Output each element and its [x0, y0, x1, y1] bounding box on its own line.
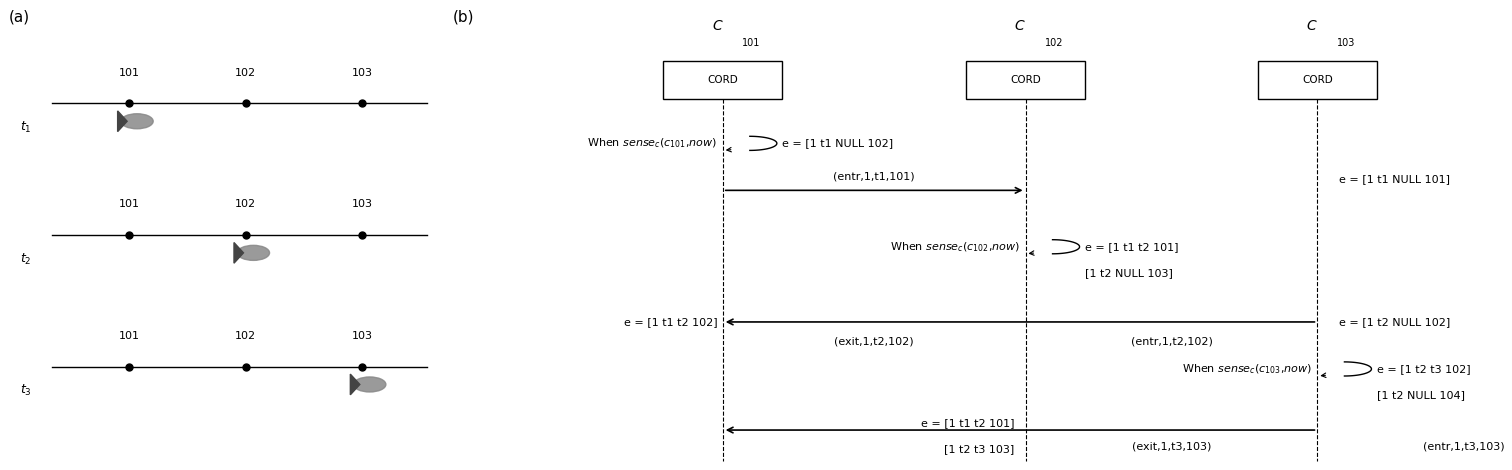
Text: 102: 102	[234, 68, 256, 78]
Text: (b): (b)	[452, 9, 475, 24]
Text: $t_1$: $t_1$	[20, 120, 32, 135]
Text: e = [1 t1 t2 101]: e = [1 t1 t2 101]	[1086, 242, 1178, 252]
Text: When $sense_c$($c_{103}$,$\mathit{now}$): When $sense_c$($c_{103}$,$\mathit{now}$)	[1182, 362, 1312, 376]
Text: When $sense_c$($c_{101}$,$\mathit{now}$): When $sense_c$($c_{101}$,$\mathit{now}$)	[588, 137, 717, 150]
Text: (entr,1,t3,103): (entr,1,t3,103)	[1423, 442, 1504, 452]
Text: 101: 101	[119, 331, 139, 341]
Text: CORD: CORD	[1010, 75, 1040, 85]
Text: $t_3$: $t_3$	[20, 383, 32, 398]
Text: 103: 103	[351, 331, 372, 341]
Text: $C$: $C$	[1306, 19, 1318, 33]
Polygon shape	[351, 374, 360, 395]
Text: e = [1 t2 NULL 102]: e = [1 t2 NULL 102]	[1340, 317, 1450, 327]
Ellipse shape	[237, 245, 269, 260]
Text: e = [1 t2 t3 102]: e = [1 t2 t3 102]	[1377, 364, 1471, 374]
Text: CORD: CORD	[708, 75, 738, 85]
Text: [1 t2 t3 103]: [1 t2 t3 103]	[945, 444, 1015, 454]
Text: $C$: $C$	[712, 19, 723, 33]
Bar	[1258, 61, 1377, 99]
Text: [1 t2 NULL 103]: [1 t2 NULL 103]	[1086, 267, 1173, 278]
Text: 101: 101	[742, 38, 761, 47]
Text: (a): (a)	[9, 9, 30, 24]
Text: (entr,1,t2,102): (entr,1,t2,102)	[1131, 336, 1213, 346]
Text: e = [1 t1 NULL 102]: e = [1 t1 NULL 102]	[782, 138, 894, 149]
Text: 101: 101	[119, 68, 139, 78]
Text: (exit,1,t2,102): (exit,1,t2,102)	[835, 336, 913, 346]
Text: 101: 101	[119, 199, 139, 209]
Text: [1 t2 NULL 104]: [1 t2 NULL 104]	[1377, 390, 1465, 400]
Text: CORD: CORD	[1302, 75, 1332, 85]
Text: 102: 102	[234, 331, 256, 341]
Text: e = [1 t1 t2 102]: e = [1 t1 t2 102]	[624, 317, 717, 327]
Text: 103: 103	[351, 68, 372, 78]
Ellipse shape	[354, 377, 386, 392]
Bar	[966, 61, 1086, 99]
Text: When $sense_c$($c_{102}$,$\mathit{now}$): When $sense_c$($c_{102}$,$\mathit{now}$)	[891, 240, 1021, 253]
Polygon shape	[234, 243, 243, 263]
Text: $t_2$: $t_2$	[20, 251, 32, 266]
Bar	[664, 61, 782, 99]
Text: e = [1 t1 NULL 101]: e = [1 t1 NULL 101]	[1340, 173, 1450, 184]
Text: 102: 102	[234, 199, 256, 209]
Text: 103: 103	[351, 199, 372, 209]
Text: 102: 102	[1045, 38, 1063, 47]
Text: e = [1 t1 t2 101]: e = [1 t1 t2 101]	[921, 418, 1015, 428]
Text: (entr,1,t1,101): (entr,1,t1,101)	[833, 172, 915, 182]
Polygon shape	[118, 111, 127, 132]
Text: 103: 103	[1337, 38, 1355, 47]
Text: $C$: $C$	[1015, 19, 1027, 33]
Ellipse shape	[121, 114, 153, 129]
Text: (exit,1,t3,103): (exit,1,t3,103)	[1132, 442, 1211, 452]
